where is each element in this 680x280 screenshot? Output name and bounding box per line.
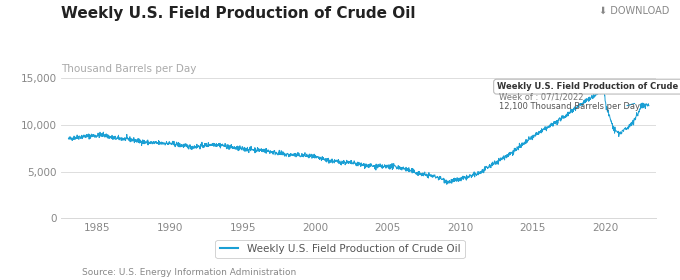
Text: Week of : 07/1/2022: Week of : 07/1/2022 xyxy=(498,93,583,102)
Text: 12,100 Thousand Barrels per Day: 12,100 Thousand Barrels per Day xyxy=(498,102,640,111)
Text: Weekly U.S. Field Production of Crude Oil: Weekly U.S. Field Production of Crude Oi… xyxy=(61,6,415,21)
Legend: Weekly U.S. Field Production of Crude Oil: Weekly U.S. Field Production of Crude Oi… xyxy=(216,240,464,258)
Text: ⬇ DOWNLOAD: ⬇ DOWNLOAD xyxy=(600,6,670,16)
Text: Source: U.S. Energy Information Administration: Source: U.S. Energy Information Administ… xyxy=(82,268,296,277)
Text: Thousand Barrels per Day: Thousand Barrels per Day xyxy=(61,64,197,74)
Text: Weekly U.S. Field Production of Crude Oil: Weekly U.S. Field Production of Crude Oi… xyxy=(496,82,680,91)
